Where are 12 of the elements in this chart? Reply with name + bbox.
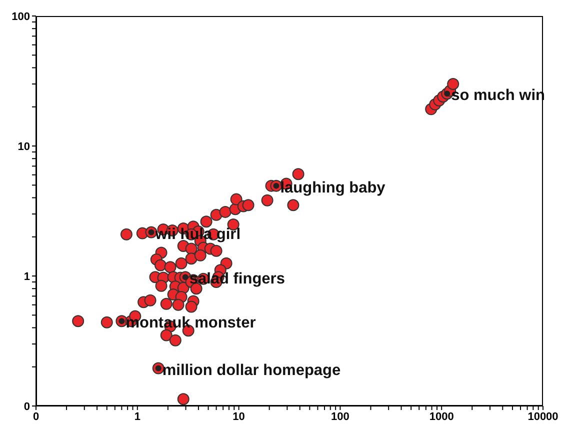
x-tick-label: 1000 [429,410,454,423]
x-tick-label: 0 [32,410,40,423]
x-tick-label: 10 [232,410,245,423]
annotation: million dollar homepage [162,362,342,379]
y-tick-label: 100 [12,10,30,23]
y-tick-label: 10 [18,140,30,153]
x-tick-label: 100 [331,410,350,423]
y-tick-label: 0 [24,400,30,413]
x-tick-label: 10000 [528,410,558,423]
y-tick-label: 1 [24,270,30,283]
annotation: laughing baby [280,179,386,196]
x-tick-label: 1 [134,410,140,423]
